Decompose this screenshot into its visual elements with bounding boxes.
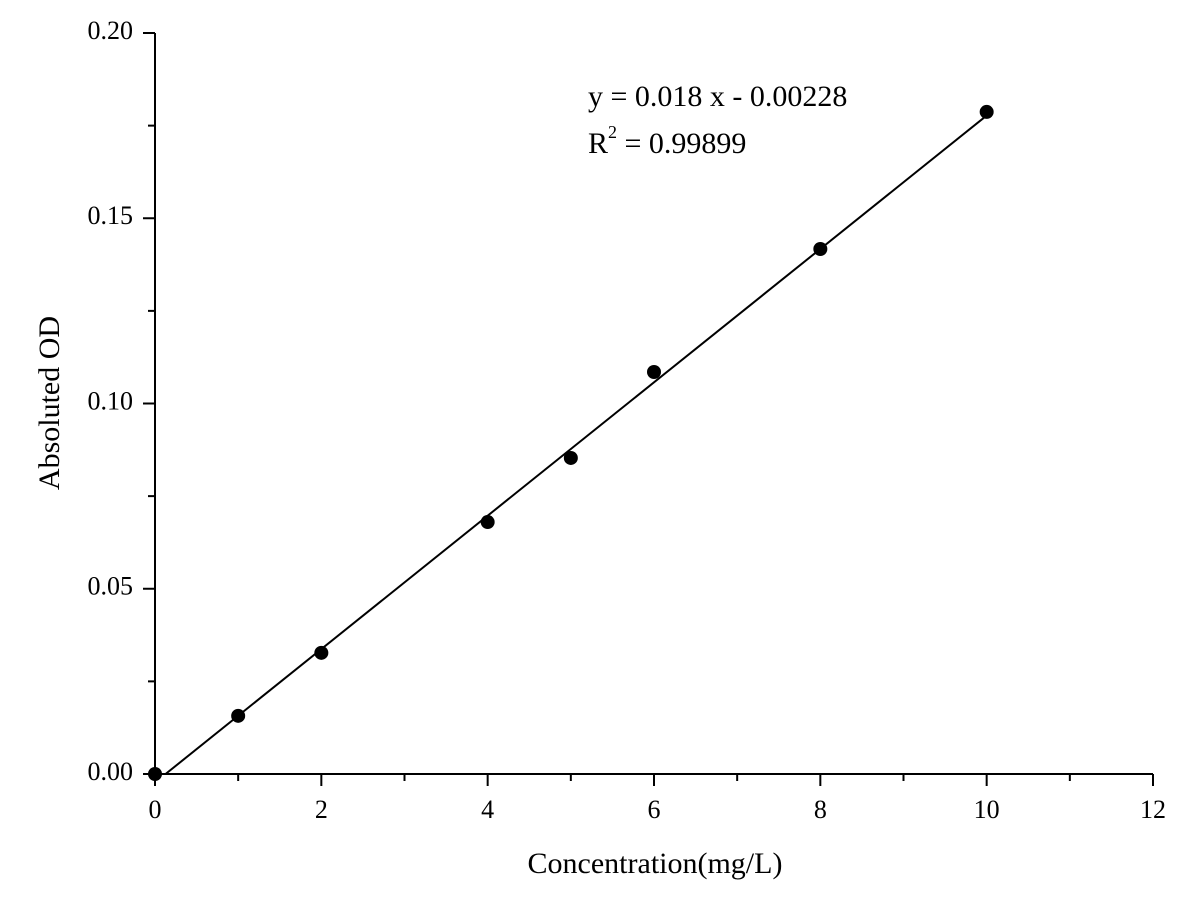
x-tick-label: 4: [481, 795, 494, 824]
x-tick-label: 0: [149, 795, 162, 824]
y-tick-label: 0.00: [88, 757, 134, 786]
y-tick-label: 0.20: [88, 16, 134, 45]
y-tick-label: 0.15: [88, 201, 134, 230]
data-point: [231, 708, 246, 723]
r-sup: 2: [608, 122, 617, 142]
x-tick-label: 6: [648, 795, 661, 824]
x-tick-label: 2: [315, 795, 328, 824]
x-axis-label: Concentration(mg/L): [528, 847, 783, 880]
data-point: [480, 515, 495, 530]
fit-line: [164, 114, 988, 775]
r-rest: = 0.99899: [617, 127, 746, 160]
y-tick-label: 0.05: [88, 572, 134, 601]
y-tick-label: 0.10: [88, 386, 134, 415]
data-point: [563, 450, 578, 465]
equation: y = 0.018 x - 0.00228: [588, 80, 847, 113]
x-tick-label: 10: [974, 795, 1000, 824]
x-tick-label: 12: [1140, 795, 1166, 824]
data-point: [813, 242, 828, 257]
y-axis-label: Absoluted OD: [33, 316, 66, 490]
r-squared: R2 = 0.99899: [588, 122, 746, 160]
data-point: [148, 767, 162, 781]
data-point: [647, 365, 661, 380]
r-base: R: [588, 127, 608, 160]
x-tick-label: 8: [814, 795, 827, 824]
data-point: [314, 645, 329, 660]
data-point: [979, 104, 994, 119]
